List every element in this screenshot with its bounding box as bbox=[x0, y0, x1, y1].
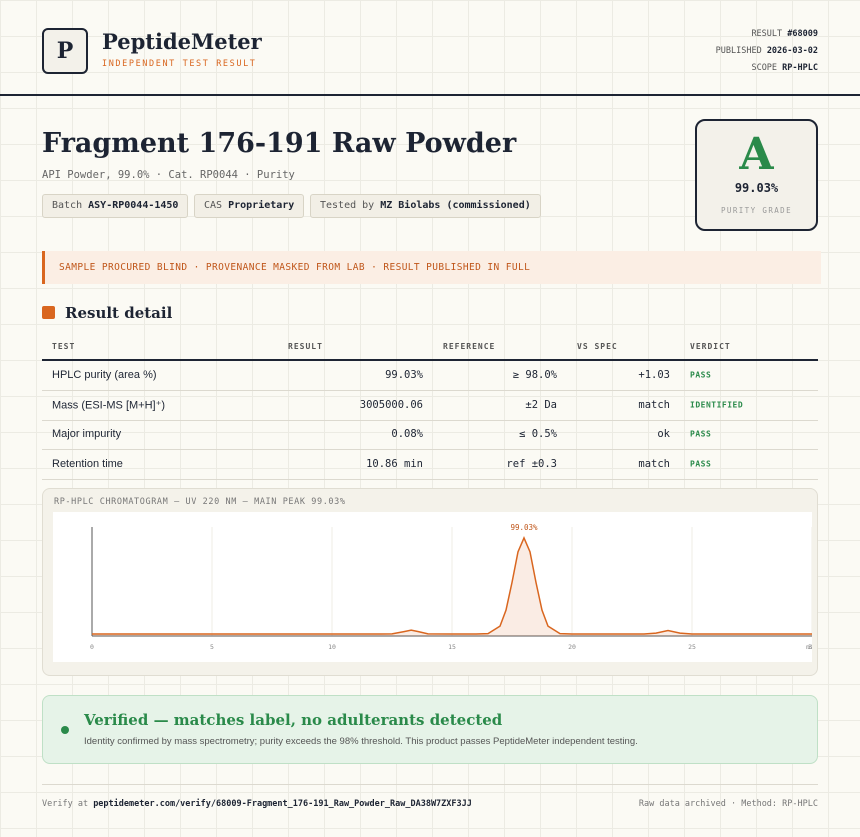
meta-value: #68009 bbox=[787, 29, 818, 39]
logo: P bbox=[42, 28, 88, 74]
table-cell: ±2 Da bbox=[525, 398, 557, 411]
banner: SAMPLE PROCURED BLIND · PROVENANCE MASKE… bbox=[42, 251, 821, 284]
row-rule bbox=[42, 449, 818, 450]
row-rule bbox=[42, 479, 818, 480]
verdict-dot bbox=[61, 726, 69, 734]
verdict-cell: PASS bbox=[690, 370, 712, 380]
x-tick-label: 15 bbox=[448, 643, 456, 651]
verdict-text: Identity confirmed by mass spectrometry;… bbox=[84, 736, 638, 747]
x-tick-label: 0 bbox=[90, 643, 94, 651]
table-cell: 10.86 min bbox=[366, 458, 423, 471]
chip: Tested by MZ Biolabs (commissioned) bbox=[310, 194, 541, 218]
section-heading: Result detail bbox=[65, 304, 173, 322]
grade-letter: A bbox=[739, 129, 774, 180]
chip: Batch ASY-RP0044-1450 bbox=[42, 194, 189, 218]
verdict-cell: PASS bbox=[690, 429, 712, 439]
verdict-cell: IDENTIFIED bbox=[690, 400, 744, 410]
product-subtitle: API Powder, 99.0% · Cat. RP0044 · Purity bbox=[42, 169, 295, 181]
plot-background bbox=[53, 512, 812, 662]
meta-label: SCOPE bbox=[751, 63, 778, 73]
table-cell: HPLC purity (area %) bbox=[52, 369, 157, 381]
chip-value: MZ Biolabs (commissioned) bbox=[380, 200, 531, 211]
x-tick-label: 10 bbox=[328, 643, 336, 651]
footer-archive: Raw data archived · Method: RP-HPLC bbox=[638, 799, 818, 809]
chip: CAS Proprietary bbox=[194, 194, 305, 218]
x-tick-label: 20 bbox=[568, 643, 576, 651]
x-tick-label: 30 bbox=[808, 643, 812, 651]
table-cell: ref ±0.3 bbox=[506, 458, 557, 471]
meta-value: RP-HPLC bbox=[782, 63, 818, 73]
x-axis-label: min bbox=[806, 643, 812, 651]
chart-title: RP-HPLC CHROMATOGRAM — UV 220 NM — MAIN … bbox=[54, 497, 346, 507]
brand: PeptideMeter bbox=[102, 29, 262, 54]
column-header: VS SPEC bbox=[577, 342, 618, 351]
table-cell: 3005000.06 bbox=[359, 398, 423, 411]
table-cell: 0.08% bbox=[391, 428, 423, 441]
verdict-box bbox=[42, 695, 818, 764]
chip-label: CAS bbox=[204, 200, 223, 211]
meta-label: RESULT bbox=[751, 29, 783, 39]
chip-value: ASY-RP0044-1450 bbox=[88, 200, 179, 211]
header-rule bbox=[0, 94, 860, 96]
grade-value: 99.03% bbox=[734, 181, 779, 195]
meta-row: SCOPE RP-HPLC bbox=[751, 63, 818, 73]
chip-value: Proprietary bbox=[228, 200, 295, 211]
product-title: Fragment 176-191 Raw Powder bbox=[42, 128, 517, 159]
meta-row: RESULT #68009 bbox=[751, 29, 818, 39]
verdict-cell: PASS bbox=[690, 459, 712, 469]
footer-rule bbox=[42, 784, 818, 785]
chromatogram-line bbox=[92, 536, 812, 635]
meta-label: PUBLISHED bbox=[715, 46, 762, 56]
chart: 0 5 10 15 20 25 30min 99.03% bbox=[53, 512, 812, 662]
verify-label: Verify at bbox=[42, 799, 89, 809]
column-header: RESULT bbox=[288, 342, 323, 351]
row-rule bbox=[42, 390, 818, 391]
table-cell: match bbox=[638, 458, 670, 471]
column-header: VERDICT bbox=[690, 342, 731, 351]
tagline: INDEPENDENT TEST RESULT bbox=[102, 59, 257, 69]
table-cell: match bbox=[638, 398, 670, 411]
section-marker bbox=[42, 306, 55, 319]
table-cell: 99.03% bbox=[385, 369, 423, 381]
table-cell: Major impurity bbox=[52, 428, 122, 441]
table-cell: +1.03 bbox=[638, 369, 670, 381]
peak-label: 99.03% bbox=[510, 523, 538, 532]
verdict-title: Verified — matches label, no adulterants… bbox=[84, 711, 503, 729]
chip-label: Batch bbox=[52, 200, 83, 211]
chip-label: Tested by bbox=[320, 200, 375, 211]
verify-url[interactable]: peptidemeter.com/verify/68009-Fragment_1… bbox=[93, 799, 472, 809]
x-tick-label: 5 bbox=[210, 643, 214, 651]
table-cell: Retention time bbox=[52, 458, 123, 471]
column-header: TEST bbox=[52, 342, 76, 351]
column-header: REFERENCE bbox=[443, 342, 496, 351]
header-rule bbox=[42, 359, 818, 361]
table-cell: ok bbox=[657, 428, 670, 441]
table-cell: Mass (ESI-MS [M+H]⁺) bbox=[52, 399, 166, 412]
grade-label: PURITY GRADE bbox=[721, 206, 792, 215]
footer-verify: Verify at peptidemeter.com/verify/68009-… bbox=[42, 799, 472, 809]
grade-box: A 99.03% PURITY GRADE bbox=[695, 119, 818, 231]
meta-row: PUBLISHED 2026-03-02 bbox=[716, 46, 818, 56]
table-cell: ≤ 0.5% bbox=[519, 428, 557, 441]
row-rule bbox=[42, 420, 818, 421]
table-cell: ≥ 98.0% bbox=[512, 369, 557, 381]
meta-value: 2026-03-02 bbox=[766, 46, 818, 56]
x-tick-label: 25 bbox=[688, 643, 696, 651]
